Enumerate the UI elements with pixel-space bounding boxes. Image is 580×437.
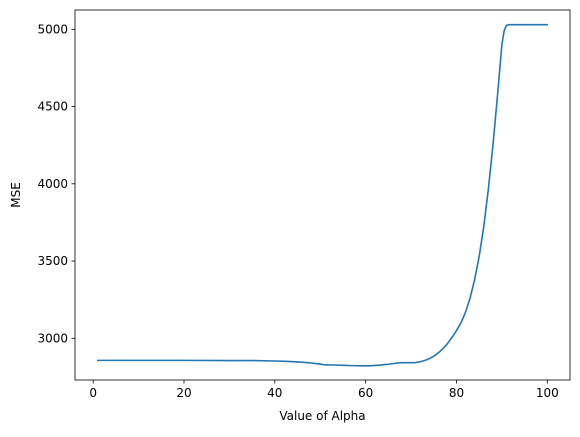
series-line (96, 23, 549, 367)
y-tick-label: 3500 (37, 254, 68, 268)
y-axis-label: MSE (9, 182, 23, 208)
y-tick-label: 3000 (37, 331, 68, 345)
y-tick-label: 5000 (37, 22, 68, 36)
x-tick-label: 20 (176, 386, 191, 400)
x-tick-label: 80 (449, 386, 464, 400)
y-tick-label: 4000 (37, 177, 68, 191)
x-tick-label: 0 (89, 386, 97, 400)
x-tick-label: 40 (267, 386, 282, 400)
x-axis-ticks: 0 20 40 60 80 100 (89, 380, 559, 400)
plot-area-frame (74, 9, 571, 381)
y-tick-label: 4500 (37, 100, 68, 114)
x-tick-label: 60 (358, 386, 373, 400)
x-tick-label: 100 (536, 386, 559, 400)
x-axis-label: Value of Alpha (279, 409, 365, 423)
y-axis-ticks: 3000 3500 4000 4500 5000 (37, 22, 75, 345)
